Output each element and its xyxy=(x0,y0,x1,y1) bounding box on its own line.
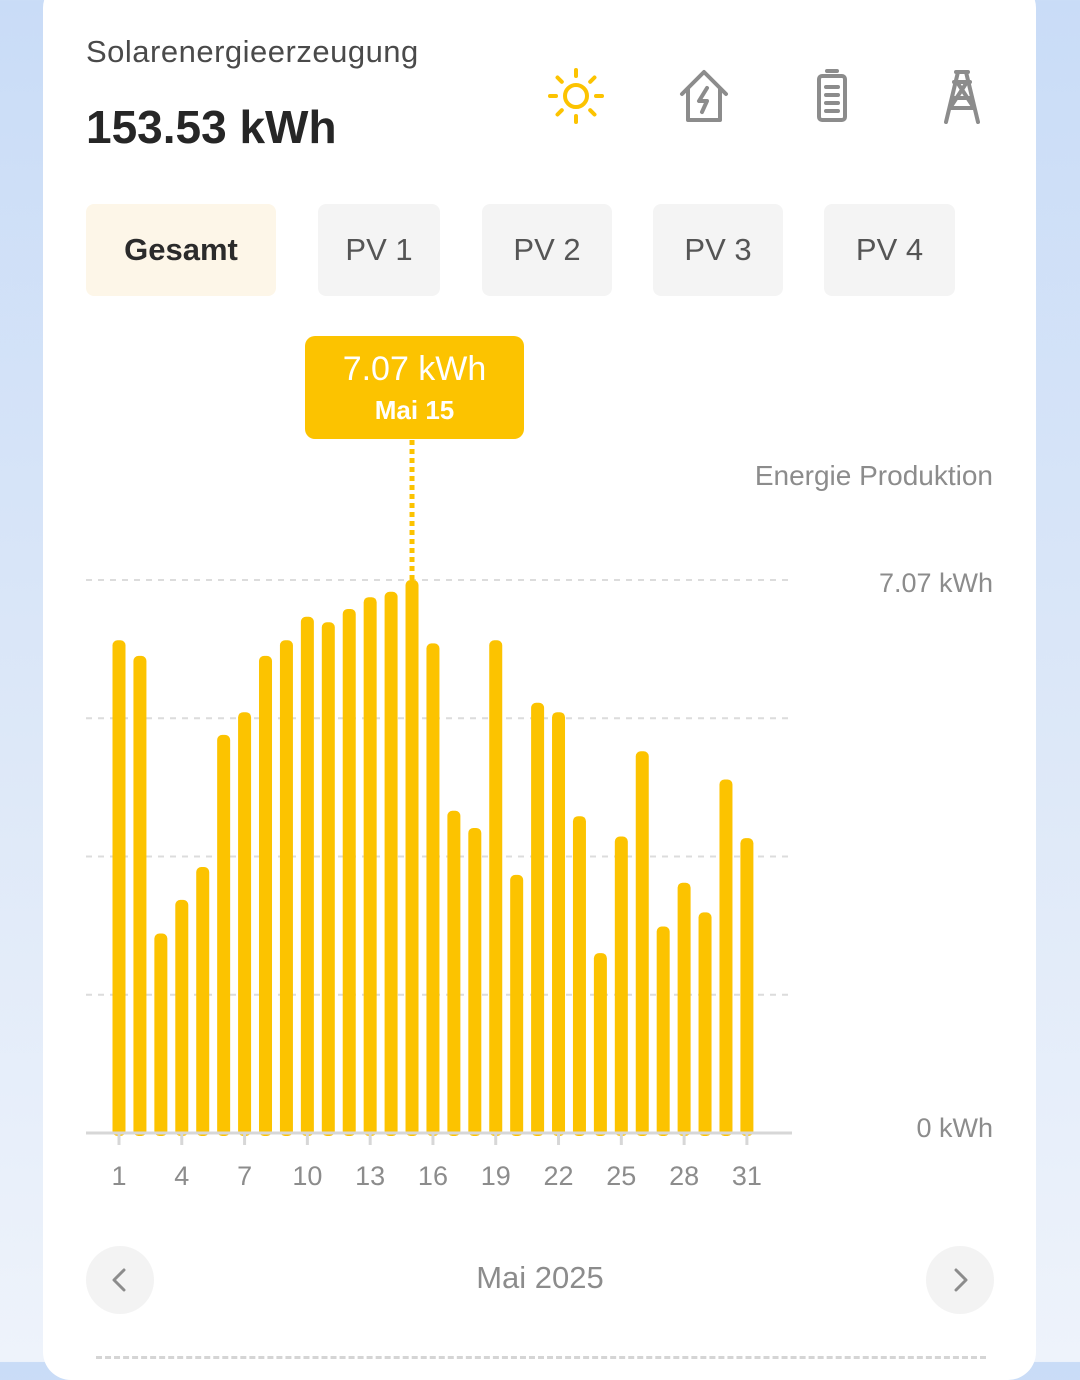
tab-pv2[interactable]: PV 2 xyxy=(482,204,612,296)
bar-day-1[interactable] xyxy=(112,640,126,1136)
tab-pv4[interactable]: PV 4 xyxy=(824,204,955,296)
house-lightning-icon[interactable] xyxy=(672,64,736,128)
bar-day-11[interactable] xyxy=(321,622,335,1136)
bar-day-3[interactable] xyxy=(154,933,168,1136)
x-tick-label: 7 xyxy=(237,1161,252,1191)
bottom-divider xyxy=(96,1356,986,1359)
bar-day-14[interactable] xyxy=(384,591,398,1136)
x-tick-label: 4 xyxy=(174,1161,189,1191)
bar-day-15[interactable] xyxy=(405,580,419,1136)
bar-day-29[interactable] xyxy=(698,912,712,1136)
tooltip-date: Mai 15 xyxy=(374,395,455,425)
bar-day-16[interactable] xyxy=(426,643,440,1136)
x-tick-label: 10 xyxy=(292,1161,322,1191)
next-month-button[interactable] xyxy=(926,1246,994,1314)
bar-day-9[interactable] xyxy=(279,640,293,1136)
battery-icon[interactable] xyxy=(800,64,864,128)
prev-month-button[interactable] xyxy=(86,1246,154,1314)
sun-icon[interactable] xyxy=(544,64,608,128)
bar-day-2[interactable] xyxy=(133,655,147,1136)
x-tick-label: 13 xyxy=(355,1161,385,1191)
bar-day-18[interactable] xyxy=(468,827,482,1136)
bar-day-26[interactable] xyxy=(635,751,649,1136)
bar-day-13[interactable] xyxy=(363,597,377,1136)
bar-day-10[interactable] xyxy=(300,616,314,1136)
card-title: Solarenergieerzeugung xyxy=(86,34,419,69)
x-tick-label: 25 xyxy=(606,1161,636,1191)
tab-pv3[interactable]: PV 3 xyxy=(653,204,783,296)
power-tower-icon[interactable] xyxy=(930,64,994,128)
total-energy: 153.53 kWh xyxy=(86,101,337,153)
chevron-right-icon xyxy=(954,1268,968,1292)
bar-day-30[interactable] xyxy=(719,779,733,1136)
bar-day-31[interactable] xyxy=(740,838,754,1136)
series-label: Energie Produktion xyxy=(754,460,993,491)
bar-day-21[interactable] xyxy=(531,702,545,1136)
x-tick-label: 19 xyxy=(481,1161,511,1191)
x-tick-label: 31 xyxy=(732,1161,762,1191)
y-label-zero: 0 kWh xyxy=(916,1113,993,1143)
bar-day-28[interactable] xyxy=(677,882,691,1136)
bar-day-5[interactable] xyxy=(196,867,210,1136)
bar-day-8[interactable] xyxy=(259,655,273,1136)
chart-tooltip: 7.07 kWh Mai 15 xyxy=(305,336,524,439)
x-tick-label: 28 xyxy=(669,1161,699,1191)
bar-day-12[interactable] xyxy=(342,608,356,1136)
month-label: Mai 2025 xyxy=(476,1260,604,1295)
x-tick-label: 16 xyxy=(418,1161,448,1191)
tab-pv1[interactable]: PV 1 xyxy=(318,204,440,296)
bar-day-4[interactable] xyxy=(175,899,189,1136)
bar-day-25[interactable] xyxy=(614,836,628,1136)
bar-day-24[interactable] xyxy=(593,953,607,1136)
x-tick-label: 1 xyxy=(111,1161,126,1191)
chevron-left-icon xyxy=(112,1268,126,1292)
y-label-max: 7.07 kWh xyxy=(878,568,993,598)
bar-day-6[interactable] xyxy=(217,734,231,1136)
bar-day-22[interactable] xyxy=(552,712,566,1136)
bar-day-19[interactable] xyxy=(489,640,503,1136)
bar-day-17[interactable] xyxy=(447,810,461,1136)
bar-day-27[interactable] xyxy=(656,926,670,1136)
bar-day-7[interactable] xyxy=(238,712,252,1136)
tooltip-value: 7.07 kWh xyxy=(342,350,487,388)
bar-day-23[interactable] xyxy=(572,816,586,1136)
bar-day-20[interactable] xyxy=(510,874,524,1136)
tab-gesamt[interactable]: Gesamt xyxy=(86,204,276,296)
x-tick-label: 22 xyxy=(544,1161,574,1191)
